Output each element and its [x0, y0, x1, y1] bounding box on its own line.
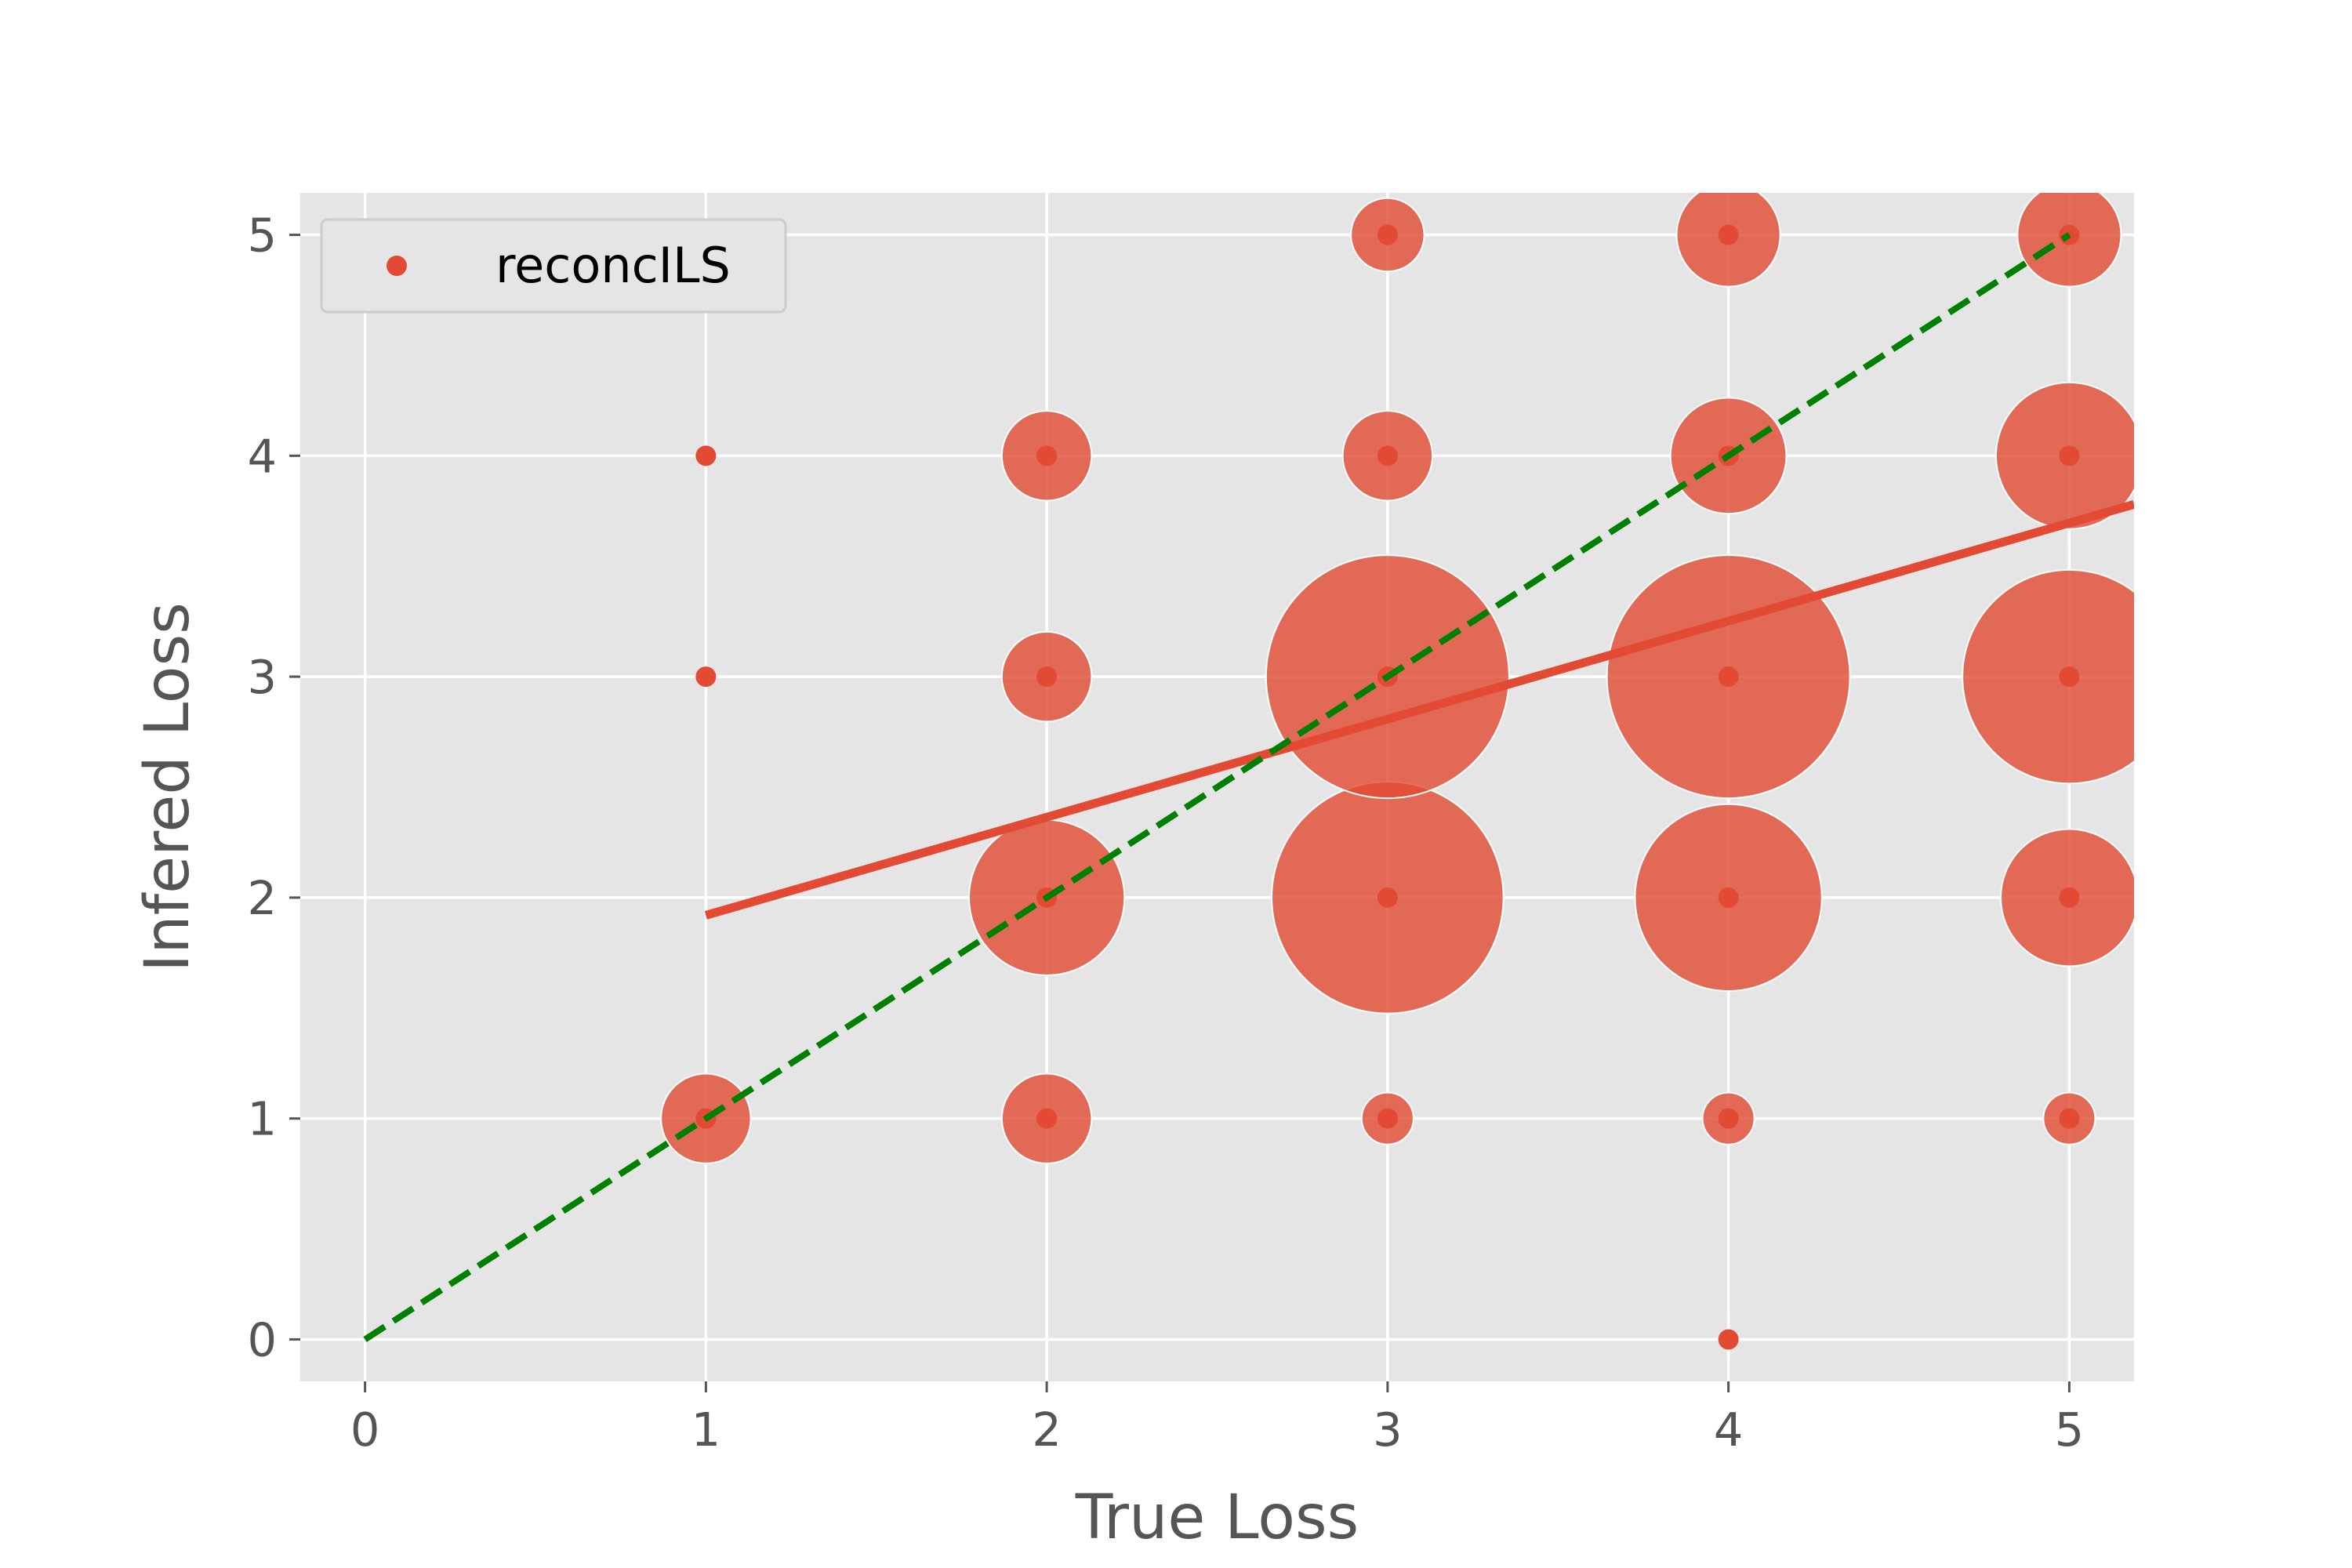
scatter-point	[1718, 224, 1739, 245]
x-tick-label: 2	[1032, 1403, 1062, 1457]
x-tick-label: 5	[2055, 1403, 2085, 1457]
scatter-point	[1377, 887, 1398, 908]
scatter-point	[2059, 1108, 2080, 1129]
x-tick-label: 4	[1714, 1403, 1744, 1457]
y-tick-label: 4	[247, 429, 277, 483]
scatter-point	[2059, 445, 2080, 466]
x-axis-label: True Loss	[1075, 1483, 1359, 1553]
scatter-point	[1718, 887, 1739, 908]
scatter-point	[1377, 1108, 1398, 1129]
scatter-point	[1718, 1329, 1739, 1350]
scatter-point	[1036, 1108, 1058, 1129]
y-tick-label: 0	[247, 1312, 277, 1367]
regression-line	[704, 500, 2134, 920]
y-axis-label: Infered Loss	[132, 602, 203, 972]
x-tick-label: 3	[1373, 1403, 1403, 1457]
x-tick-label: 0	[350, 1403, 380, 1457]
scatter-point	[2059, 887, 2080, 908]
scatter-point	[1036, 445, 1058, 466]
scatter-point	[695, 666, 717, 688]
scatter-point	[1036, 666, 1058, 688]
y-tick-label: 1	[247, 1092, 277, 1146]
y-tick-label: 5	[247, 209, 277, 263]
scatter-point	[1377, 224, 1398, 245]
legend-box	[320, 218, 787, 314]
scatter-point	[1718, 1108, 1739, 1129]
scatter-point	[2059, 666, 2080, 688]
scatter-point	[1718, 666, 1739, 688]
scatter-point	[1377, 445, 1398, 466]
identity-line	[363, 232, 2071, 1342]
legend-marker	[387, 256, 407, 276]
scatter-point	[695, 445, 717, 466]
x-tick-label: 1	[691, 1403, 721, 1457]
legend-label: reconcILS	[495, 237, 731, 294]
bubble-point	[1962, 568, 2134, 785]
y-tick-label: 3	[247, 650, 277, 704]
y-tick-label: 2	[247, 871, 277, 925]
